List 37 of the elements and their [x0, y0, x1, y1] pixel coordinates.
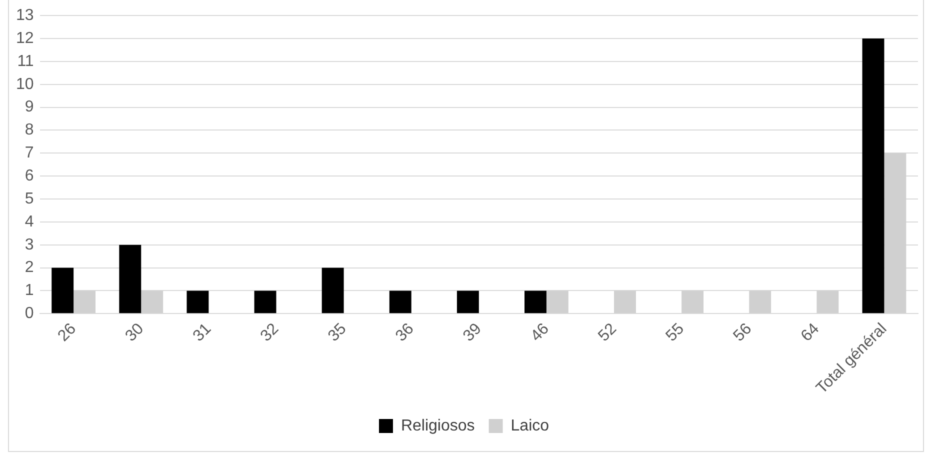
y-tick-label: 9	[24, 98, 34, 116]
bar	[524, 290, 546, 314]
x-tick-label: 35	[325, 320, 350, 345]
x-tick-label: 46	[528, 320, 552, 345]
y-tick-label: 12	[16, 30, 34, 47]
y-tick-label: 8	[24, 122, 34, 139]
y-tick-label: 3	[24, 236, 34, 254]
bar	[389, 290, 412, 314]
bar	[322, 268, 344, 314]
legend-label: Religiosos	[400, 417, 475, 434]
legend-label: Laico	[510, 417, 550, 434]
x-tick-label: 52	[595, 320, 620, 345]
x-tick-label: 30	[122, 320, 148, 345]
y-tick-label: 4	[24, 213, 34, 230]
y-tick-label: 2	[24, 259, 34, 276]
x-tick-label: 31	[190, 320, 215, 345]
y-tick-label: 5	[24, 190, 34, 208]
y-tick-label: 1	[24, 282, 34, 300]
x-tick-label: 32	[258, 320, 282, 345]
y-tick-label: 6	[24, 167, 34, 184]
y-tick-label: 13	[16, 7, 34, 24]
bar	[119, 244, 142, 314]
x-tick-label: 36	[392, 320, 418, 345]
y-tick-label: 11	[17, 52, 34, 70]
y-tick-label: 10	[16, 76, 34, 93]
bar	[862, 38, 884, 314]
x-tick-label: 26	[54, 320, 80, 345]
y-tick-label: 0	[24, 305, 34, 322]
bar	[254, 290, 276, 314]
bar	[52, 268, 74, 314]
x-tick-label: 39	[460, 320, 485, 345]
x-tick-label: 55	[662, 320, 688, 345]
bar	[456, 290, 479, 314]
bar	[186, 290, 209, 314]
x-tick-label: 64	[798, 320, 823, 345]
y-tick-label: 7	[24, 144, 34, 162]
x-tick-label: 56	[730, 320, 756, 345]
